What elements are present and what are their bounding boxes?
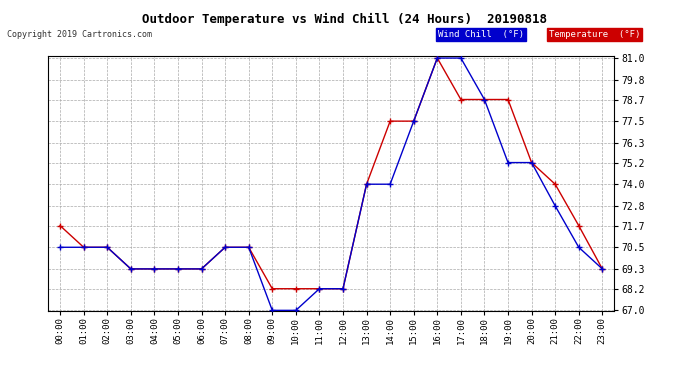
Text: Outdoor Temperature vs Wind Chill (24 Hours)  20190818: Outdoor Temperature vs Wind Chill (24 Ho… (143, 13, 547, 26)
Text: Copyright 2019 Cartronics.com: Copyright 2019 Cartronics.com (7, 30, 152, 39)
Text: Temperature  (°F): Temperature (°F) (549, 30, 640, 39)
Text: Wind Chill  (°F): Wind Chill (°F) (438, 30, 524, 39)
